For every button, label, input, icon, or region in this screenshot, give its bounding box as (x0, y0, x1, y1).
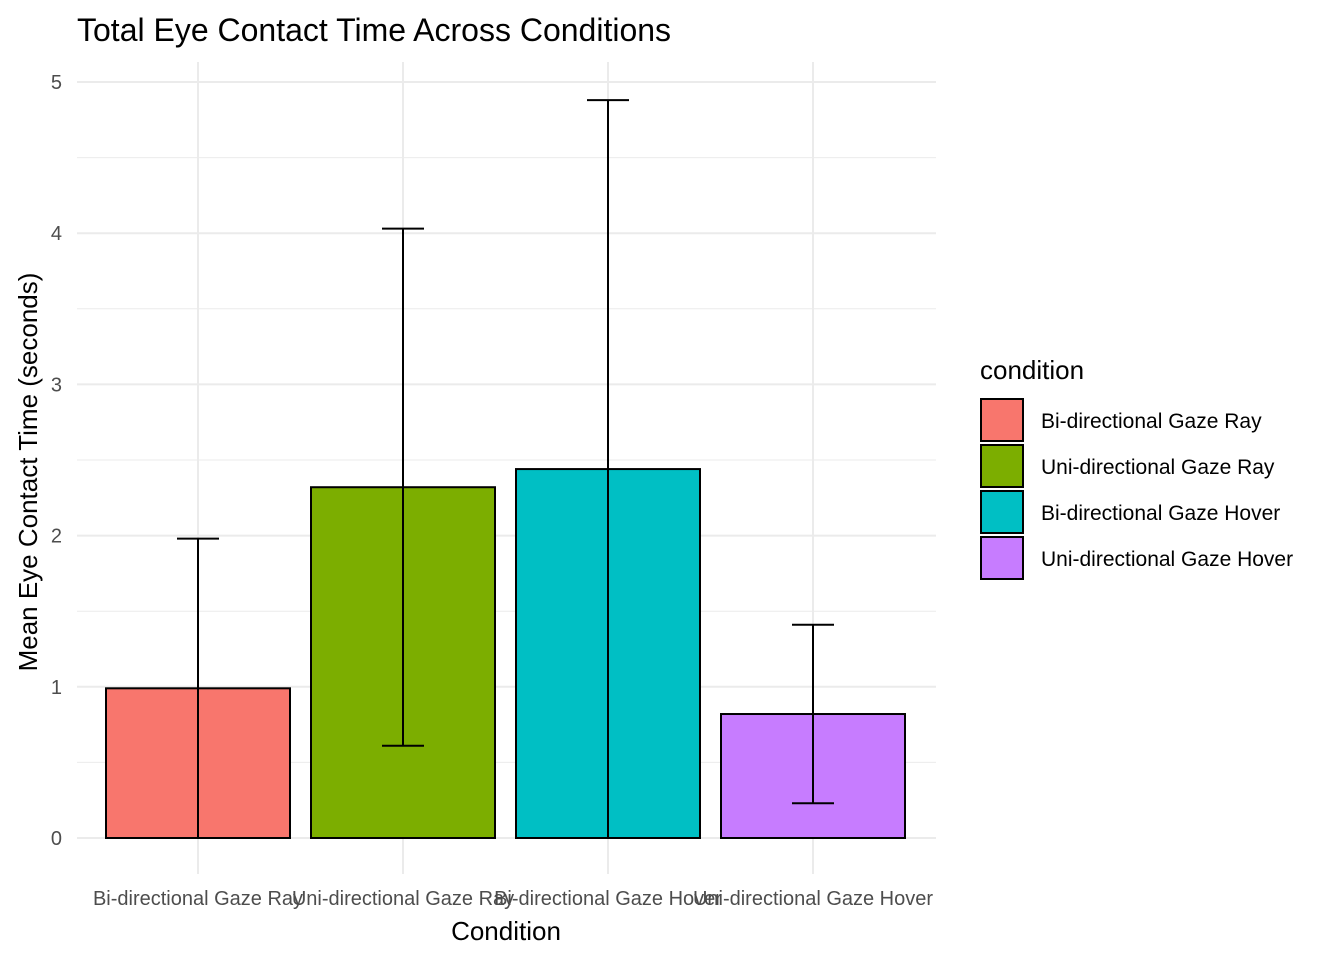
error-bar (587, 99, 629, 839)
legend-label: Uni-directional Gaze Ray (1041, 456, 1275, 479)
legend-swatch (980, 398, 1024, 442)
legend-item: Bi-directional Gaze Ray (980, 398, 1262, 442)
error-bars (177, 99, 834, 839)
legend-swatch (980, 444, 1024, 488)
x-axis-title: Condition (451, 916, 561, 946)
legend-swatch (980, 536, 1024, 580)
y-axis: 0 1 2 3 4 5 (51, 72, 62, 850)
x-tick-label: Uni-directional Gaze Ray (292, 888, 514, 910)
legend-label: Uni-directional Gaze Hover (1041, 548, 1293, 571)
x-tick-label: Bi-directional Gaze Hover (494, 888, 722, 910)
bars (105, 468, 906, 840)
legend-label: Bi-directional Gaze Hover (1041, 502, 1280, 525)
legend-item: Bi-directional Gaze Hover (980, 490, 1280, 534)
x-tick-label: Uni-directional Gaze Hover (693, 888, 933, 910)
y-tick-label: 5 (51, 72, 62, 94)
error-bar (177, 537, 219, 839)
legend-title: condition (980, 355, 1084, 385)
error-bar (382, 227, 424, 747)
legend-swatch (980, 490, 1024, 534)
y-tick-label: 4 (51, 223, 62, 245)
legend-item: Uni-directional Gaze Ray (980, 444, 1275, 488)
legend-label: Bi-directional Gaze Ray (1041, 410, 1262, 433)
error-bar (792, 623, 834, 805)
legend: condition Bi-directional Gaze Ray Uni-dir… (980, 355, 1293, 580)
x-tick-label: Bi-directional Gaze Ray (93, 888, 303, 910)
legend-item: Uni-directional Gaze Hover (980, 536, 1293, 580)
y-tick-label: 3 (51, 374, 62, 396)
y-tick-label: 2 (51, 526, 62, 548)
chart-title: Total Eye Contact Time Across Conditions (77, 12, 671, 48)
y-axis-title: Mean Eye Contact Time (seconds) (13, 273, 43, 672)
y-tick-label: 1 (51, 677, 62, 699)
y-tick-label: 0 (51, 828, 62, 850)
